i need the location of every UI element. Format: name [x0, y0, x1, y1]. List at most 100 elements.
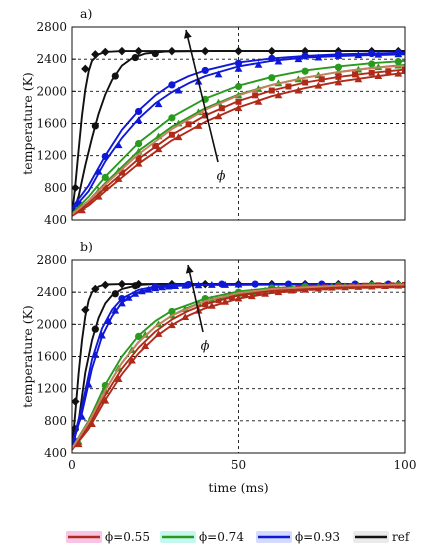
series-0-55-6-point [294, 86, 303, 94]
series-0-55-6-point [174, 133, 183, 141]
series-0-55-6-point [194, 122, 203, 129]
series-0-55-6-point [114, 375, 123, 382]
series-0-55-7-point [322, 284, 329, 291]
series-0-55-7-point [302, 79, 309, 86]
series-0-55-7-point [352, 71, 359, 78]
series-0-93-3-point [151, 282, 159, 291]
series-0-55-6-point [274, 91, 283, 99]
series-0-93-2-line [72, 53, 405, 211]
y-tick-label: 2800 [36, 20, 67, 34]
series-ref-0-point [134, 46, 143, 56]
series-0-93-3-point [184, 280, 193, 289]
series-ref-0-point [117, 279, 127, 289]
y-tick-label: 400 [44, 446, 67, 460]
series-0-55-7-point [335, 73, 342, 80]
series-0-74-5-point [168, 307, 176, 316]
series-0-55-6-point [154, 145, 163, 153]
chart-panel-a: 400 800 1200 1600 2000 2400 2800 temperature (K… [20, 6, 406, 227]
legend-label: ϕ=0.55 [105, 530, 150, 544]
x-tick-label: 0 [68, 458, 76, 472]
series-0-93-2-point [254, 60, 263, 68]
series-0-93-3-point [234, 59, 243, 67]
series-0-55-6-point [88, 420, 96, 427]
legend-item-0-55: ϕ=0.55 [66, 530, 150, 544]
series-ref-1-point [151, 49, 159, 58]
series-0-55-7-point [185, 121, 192, 128]
series-0-55-6-point [247, 292, 256, 300]
series-0-93-3-line [72, 51, 405, 209]
series-0-93-2-point [124, 293, 133, 301]
series-0-55-7-point [228, 293, 235, 300]
series-0-93-2-point [174, 86, 183, 94]
series-0-74-5-point [394, 57, 402, 66]
series-0-55-6-point [214, 112, 223, 120]
series-0-93-2-point [294, 55, 303, 63]
legend-item-0-93: ϕ=0.93 [256, 530, 340, 544]
series-0-93-3-point [201, 66, 209, 75]
y-tick-label: 1600 [36, 117, 67, 131]
legend-label: ref [392, 530, 411, 544]
series-0-55-6-point [287, 286, 296, 294]
series-0-93-2-point [158, 283, 166, 291]
series-0-55-6-point [141, 342, 150, 349]
y-tick-label: 2400 [36, 52, 67, 66]
series-0-55-7-point [202, 112, 209, 119]
chart-panel-b: 400 800 1200 1600 2000 2400 2800 0 50 100 temperat… [20, 239, 416, 495]
series-0-93-3-point [168, 81, 176, 89]
series-0-93-3-point [268, 54, 276, 62]
series-0-55-6-point [374, 72, 383, 79]
series-ref-0-point [101, 280, 110, 290]
series-0-93-3-point [334, 50, 342, 58]
series-0-55-6-point [168, 321, 176, 329]
y-tick-label: 1600 [36, 350, 67, 364]
series-0-74-5-point [135, 140, 143, 148]
series-0-55-6-point [134, 159, 143, 167]
series-0-74-4-point [141, 330, 150, 338]
series-ref-0-line [72, 50, 405, 217]
series-0-93-2-point [114, 141, 123, 149]
series-ref-1-point [91, 325, 99, 333]
series-0-55-6-point [94, 192, 103, 200]
series-0-55-7-point [242, 291, 249, 298]
series-0-55-7-point [255, 289, 262, 296]
series-0-93-2-point [214, 70, 223, 78]
series-group [72, 46, 405, 217]
series-0-55-6-point [221, 297, 230, 305]
series-0-55-6-point [128, 356, 136, 364]
series-0-55-7-point [135, 155, 142, 162]
series-0-55-6-point [394, 69, 403, 77]
series-0-55-8-line [72, 64, 405, 216]
series-0-55-6-point [207, 301, 216, 309]
series-ref-1-point [131, 282, 139, 290]
panel-label: a) [80, 6, 92, 21]
series-0-55-6-point [261, 289, 270, 297]
series-0-74-5-point [234, 82, 243, 91]
y-axis-label: temperature (K) [20, 72, 35, 175]
series-0-55-7-point [268, 287, 275, 294]
series-ref-1-point [131, 53, 139, 62]
series-0-55-7-point [215, 297, 222, 304]
series-0-93-2-point [104, 317, 113, 325]
y-axis-label: temperature (K) [20, 305, 35, 408]
series-0-93-3-point [251, 280, 259, 288]
series-0-74-5-point [334, 63, 342, 71]
series-0-55-6-point [154, 330, 163, 337]
series-0-93-2-point [78, 412, 86, 420]
series-0-74-5-point [101, 173, 109, 181]
y-tick-label: 800 [44, 414, 67, 428]
series-0-55-7-point [168, 131, 175, 138]
series-0-55-6-line [72, 71, 405, 217]
y-tick-label: 400 [44, 213, 67, 227]
series-0-93-3-line [72, 283, 405, 446]
series-0-93-2-point [274, 57, 283, 65]
series-0-93-2-point [154, 100, 163, 108]
series-0-74-5-point [301, 67, 309, 75]
series-0-93-2-point [131, 289, 140, 297]
series-0-93-3-point [101, 152, 109, 161]
legend-label: ϕ=0.93 [295, 530, 340, 544]
series-0-55-6-point [274, 288, 283, 296]
series-0-93-3-point [135, 107, 143, 116]
series-0-93-3-point [368, 49, 376, 58]
series-0-55-6-point [334, 78, 343, 86]
